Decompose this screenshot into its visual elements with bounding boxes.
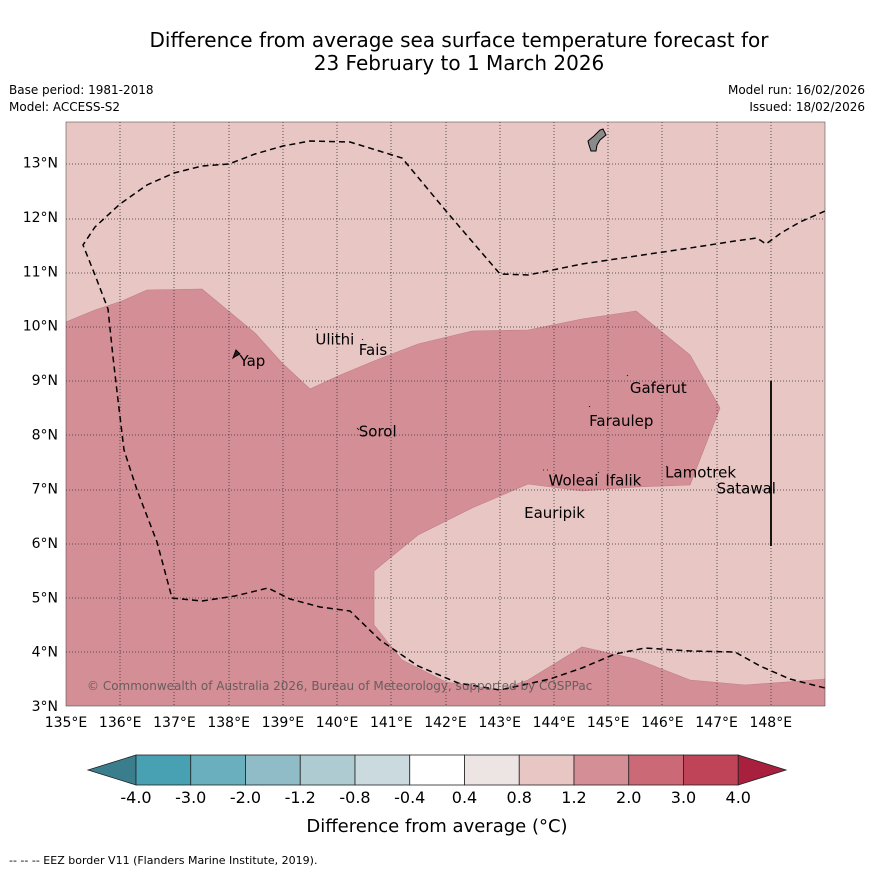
colorbar-segment xyxy=(409,754,465,786)
latitude-tick-label: 3°N xyxy=(32,699,58,715)
colorbar-tick-label: -3.0 xyxy=(175,788,206,807)
longitude-tick-label: 148°E xyxy=(749,715,792,731)
longitude-tick-label: 137°E xyxy=(153,715,196,731)
colorbar-extend-low xyxy=(86,754,137,786)
map-title-line-1: Difference from average sea surface temp… xyxy=(149,28,769,52)
colorbar-segment xyxy=(190,754,246,786)
latitude-tick-label: 7°N xyxy=(32,482,58,498)
place-label-woleai: Woleai xyxy=(549,472,599,490)
colorbar-tick-label: 4.0 xyxy=(726,788,751,807)
latitude-tick-label: 9°N xyxy=(32,373,58,389)
latitude-tick-label: 10°N xyxy=(23,319,58,335)
colorbar-tick-labels: -4.0 -3.0 -2.0 -1.2 -0.8 -0.4 0.4 0.8 1.2 2.0 3.0 4… xyxy=(120,788,751,807)
place-label-faraulep: Faraulep xyxy=(589,412,653,430)
longitude-tick-label: 141°E xyxy=(370,715,413,731)
colorbar-tick-label: -2.0 xyxy=(230,788,261,807)
longitude-tick-label: 135°E xyxy=(45,715,88,731)
longitude-tick-label: 138°E xyxy=(207,715,250,731)
longitude-tick-label: 139°E xyxy=(262,715,305,731)
land-masses xyxy=(231,128,607,360)
colorbar-extend-high xyxy=(737,754,788,786)
latitude-tick-label: 5°N xyxy=(32,590,58,606)
latitude-tick-label: 11°N xyxy=(23,264,58,280)
latitude-tick-label: 13°N xyxy=(23,156,58,172)
colorbar xyxy=(86,754,788,786)
yap-island xyxy=(231,349,241,360)
longitude-tick-label: 145°E xyxy=(587,715,630,731)
colorbar-tick-label: -0.8 xyxy=(339,788,370,807)
colorbar-segment xyxy=(354,754,411,786)
lamotrek-marker xyxy=(665,465,668,468)
colorbar-segment xyxy=(299,754,356,786)
place-label-satawal: Satawal xyxy=(717,480,776,498)
longitude-tick-label: 147°E xyxy=(695,715,738,731)
place-labels: Yap Ulithi Fais Gaferut Faraulep Sorol Woleai I… xyxy=(238,330,776,522)
colorbar-segment xyxy=(245,754,301,786)
colorbar-segment xyxy=(628,754,684,786)
colorbar-tick-label: 0.4 xyxy=(452,788,477,807)
place-label-sorol: Sorol xyxy=(359,423,397,441)
colorbar-segment xyxy=(573,754,630,786)
map-title-line-2: 23 February to 1 March 2026 xyxy=(313,51,605,75)
anomaly-region-1-2-to-2-0 xyxy=(66,288,825,706)
colorbar-segment xyxy=(518,754,575,786)
place-label-lamotrek: Lamotrek xyxy=(665,463,736,481)
colorbar-segment xyxy=(464,754,520,786)
eez-border-main xyxy=(82,140,825,691)
place-label-yap: Yap xyxy=(238,352,265,370)
latitude-tick-label: 12°N xyxy=(23,210,58,226)
base-period: Base period: 1981-2018 xyxy=(9,83,154,97)
copyright-notice: © Commonwealth of Australia 2026, Bureau… xyxy=(87,679,592,693)
faraulep-marker xyxy=(588,405,591,408)
colorbar-tick-label: -4.0 xyxy=(120,788,151,807)
place-label-ifalik: Ifalik xyxy=(605,472,641,490)
longitude-tick-label: 140°E xyxy=(316,715,359,731)
ifalik-marker xyxy=(597,471,600,474)
latitude-tick-label: 8°N xyxy=(32,427,58,443)
longitude-tick-label: 144°E xyxy=(533,715,576,731)
fais-marker xyxy=(361,338,364,341)
latitude-tick-labels: 3°N 4°N 5°N 6°N 7°N 8°N 9°N 10°N 11°N 12°N 13°N xyxy=(23,156,58,715)
eez-footnote: -- -- -- EEZ border V11 (Flanders Marine… xyxy=(9,854,318,867)
issued-date: Issued: 18/02/2026 xyxy=(749,100,865,114)
colorbar-tick-label: 0.8 xyxy=(507,788,532,807)
place-label-eauripik: Eauripik xyxy=(524,504,585,522)
guam-island xyxy=(587,128,607,152)
colorbar-tick-label: 3.0 xyxy=(671,788,696,807)
longitude-tick-label: 143°E xyxy=(478,715,521,731)
ulithi-marker xyxy=(315,328,318,331)
latitude-gridlines xyxy=(66,163,825,653)
colorbar-title: Difference from average (°C) xyxy=(306,816,567,837)
place-markers xyxy=(315,328,668,474)
place-label-fais: Fais xyxy=(359,341,388,359)
place-label-ulithi: Ulithi xyxy=(315,330,354,348)
map-panel: Yap Ulithi Fais Gaferut Faraulep Sorol Woleai I… xyxy=(66,122,825,706)
longitude-tick-label: 146°E xyxy=(641,715,684,731)
longitude-tick-labels: 135°E 136°E 137°E 138°E 139°E 140°E 141°E 142°E… xyxy=(45,715,792,731)
longitude-tick-label: 136°E xyxy=(99,715,142,731)
colorbar-segment xyxy=(683,754,739,786)
colorbar-tick-label: -0.4 xyxy=(394,788,425,807)
place-label-gaferut: Gaferut xyxy=(630,379,687,397)
sorol-marker xyxy=(356,427,360,431)
latitude-tick-label: 6°N xyxy=(32,536,58,552)
latitude-tick-label: 4°N xyxy=(32,645,58,661)
colorbar-segment xyxy=(135,754,192,786)
colorbar-tick-label: -1.2 xyxy=(285,788,316,807)
model-run-date: Model run: 16/02/2026 xyxy=(727,83,865,97)
longitude-tick-label: 142°E xyxy=(424,715,467,731)
colorbar-tick-label: 1.2 xyxy=(561,788,586,807)
colorbar-tick-label: 2.0 xyxy=(616,788,641,807)
gaferut-marker xyxy=(626,374,629,377)
model-name: Model: ACCESS-S2 xyxy=(9,100,121,114)
map-frame xyxy=(65,121,826,707)
